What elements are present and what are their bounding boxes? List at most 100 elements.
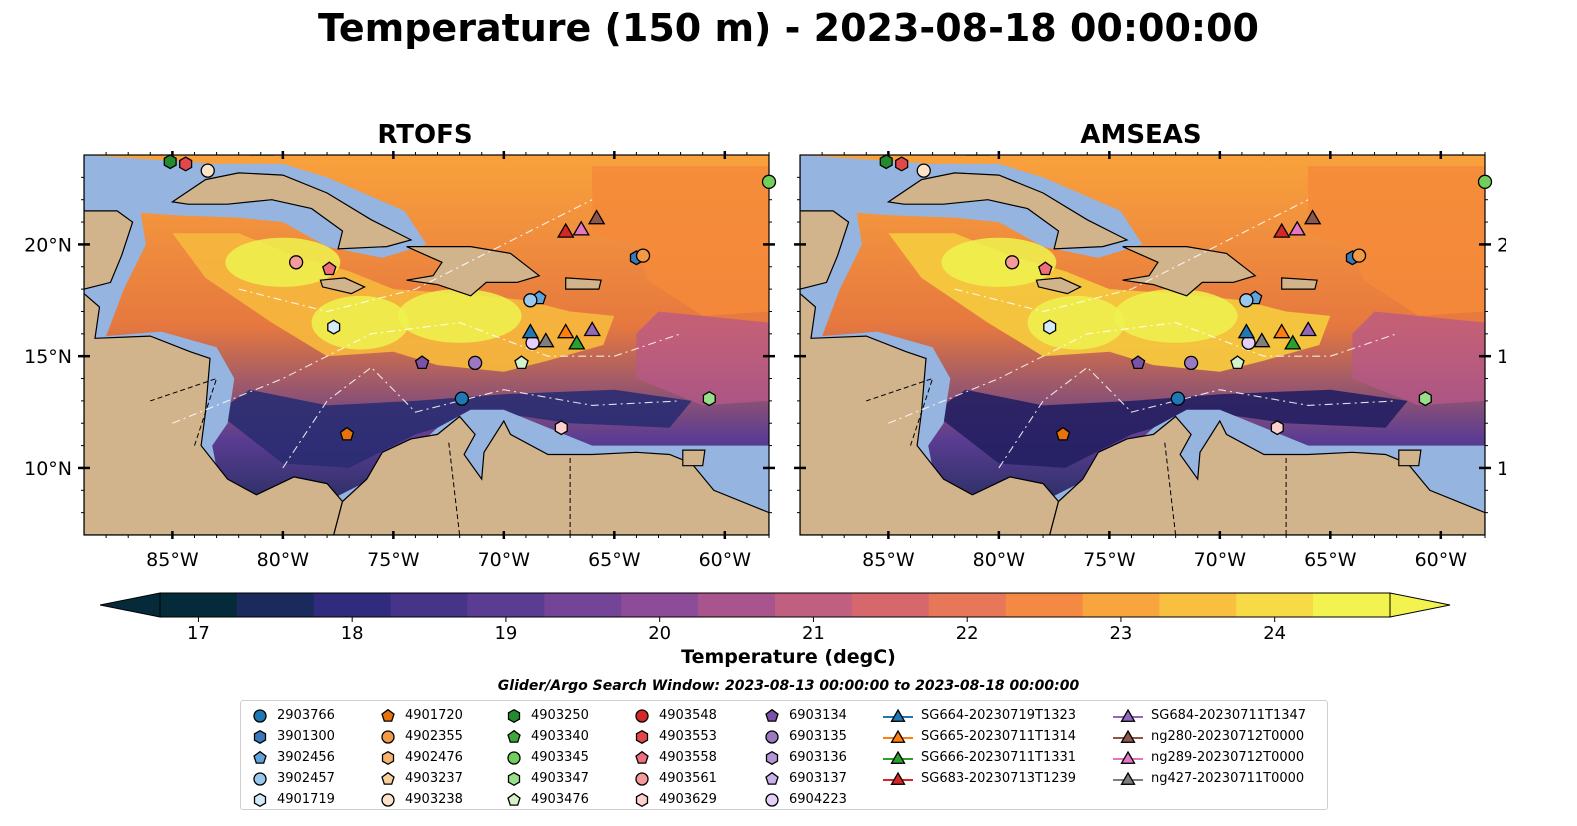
lat-tick-label: 20°N <box>24 234 72 256</box>
observation-marker-ng427-20230711T0000 <box>537 332 555 348</box>
legend-marker-icon <box>381 792 395 807</box>
observation-marker-ng280-20230712T0000 <box>1303 209 1322 225</box>
observation-marker-4903629 <box>1270 420 1284 436</box>
legend-marker-icon <box>507 792 521 806</box>
legend-marker-icon <box>890 771 906 785</box>
legend-item: SG684-20230711T1347 <box>1113 705 1306 726</box>
legend-label: 4903561 <box>659 771 717 786</box>
amseas-map: 85°W 80°W 75°W 70°W 65°W 60°W 20°N 15°N 10°N <box>794 151 1506 571</box>
observation-marker-ng280-20230712T0000 <box>587 209 606 225</box>
legend-item: 4903340 <box>505 726 589 747</box>
legend-marker-icon <box>765 750 779 765</box>
observation-marker-4903345 <box>1477 174 1493 189</box>
legend-item: 4903238 <box>379 789 463 810</box>
observation-marker-SG666-20230711T1331 <box>1284 334 1302 350</box>
colorbar-segment <box>467 593 545 617</box>
legend-column: 2903766 3901300 3902456 3902457 4901719 <box>251 705 335 810</box>
legend-label: 4903238 <box>405 792 463 807</box>
observation-marker-SG665-20230711T1314 <box>556 323 575 339</box>
legend-label: 3901300 <box>277 729 335 744</box>
observation-marker-4903476 <box>514 355 529 370</box>
observation-marker-4903250 <box>879 154 893 170</box>
map-field <box>800 155 1485 535</box>
legend-marker-icon <box>765 729 779 744</box>
observation-marker-4901720 <box>339 426 355 441</box>
legend-label: 4903629 <box>659 792 717 807</box>
legend-item: 4901720 <box>379 705 463 726</box>
observation-marker-4903629 <box>554 420 568 436</box>
observation-marker-4901719 <box>1043 319 1057 335</box>
legend-item: 4903629 <box>633 789 717 810</box>
observation-marker-3902457 <box>1239 293 1254 308</box>
legend-label: 4903553 <box>659 729 717 744</box>
legend-item: 4903561 <box>633 768 717 789</box>
colorbar-tick-label: 24 <box>1263 623 1286 644</box>
legend-column: 6903134 6903135 6903136 6903137 6904223 <box>763 705 847 810</box>
observation-marker-4901720 <box>1055 426 1071 441</box>
legend-label: 4902355 <box>405 729 463 744</box>
legend-label: ng289-20230712T0000 <box>1151 750 1305 765</box>
legend-item: 4903250 <box>505 705 589 726</box>
legend-label: SG684-20230711T1347 <box>1151 708 1307 723</box>
colorbar: 17 18 19 20 21 22 23 24 <box>100 592 1451 644</box>
colorbar-tick-label: 21 <box>802 623 825 644</box>
lon-tick-label: 60°W <box>1415 549 1468 571</box>
colorbar-label: Temperature (degC) <box>681 646 896 668</box>
legend-label: 3902457 <box>277 771 335 786</box>
legend-marker-icon <box>890 708 906 722</box>
legend-item: 4903347 <box>505 768 589 789</box>
lon-tick-label: 65°W <box>1304 549 1357 571</box>
legend-marker-icon <box>635 771 649 786</box>
legend-marker-icon <box>253 792 267 807</box>
observation-marker-4902355 <box>1351 248 1367 263</box>
legend-item: SG664-20230719T1323 <box>883 705 1076 726</box>
observation-marker-4903558 <box>322 261 337 276</box>
legend-item: ng280-20230712T0000 <box>1113 726 1306 747</box>
observation-marker-SG684-20230711T1347 <box>1299 321 1317 337</box>
legend-item: 3901300 <box>251 726 335 747</box>
legend-label: 6904223 <box>789 792 847 807</box>
legend-label: 2903766 <box>277 708 335 723</box>
colorbar-tick-label: 18 <box>341 623 364 644</box>
lon-tick-label: 85°W <box>862 549 915 571</box>
lon-tick-label: 70°W <box>1194 549 1247 571</box>
observation-marker-6903134 <box>1130 355 1146 370</box>
legend-marker-icon <box>507 729 521 743</box>
colorbar-segment <box>160 593 238 617</box>
legend-label: SG665-20230711T1314 <box>921 729 1077 744</box>
legend-marker-icon <box>381 771 395 785</box>
colorbar-tick-label: 19 <box>494 623 517 644</box>
legend-label: SG683-20230713T1239 <box>921 771 1077 786</box>
observation-marker-6903134 <box>414 355 430 370</box>
legend-marker-icon <box>507 750 521 765</box>
observation-marker-4903238 <box>200 163 215 178</box>
observation-marker-4903250 <box>163 154 177 170</box>
legend-marker-icon <box>635 750 649 764</box>
legend-marker-icon <box>1120 750 1136 764</box>
colorbar-segment <box>851 593 930 617</box>
observation-marker-4903347 <box>702 391 716 407</box>
legend-label: 4903340 <box>531 729 589 744</box>
legend-item: 6904223 <box>763 789 847 810</box>
lon-tick-label: 80°W <box>973 549 1026 571</box>
colorbar-segment <box>621 593 699 617</box>
observation-marker-4902355 <box>635 248 651 263</box>
legend-label: 4902476 <box>405 750 463 765</box>
legend-label: SG664-20230719T1323 <box>921 708 1077 723</box>
legend-label: 4901719 <box>277 792 335 807</box>
legend-label: 4903347 <box>531 771 589 786</box>
legend-label: 6903134 <box>789 708 847 723</box>
legend-label: 4903476 <box>531 792 589 807</box>
legend-marker-icon <box>253 771 267 786</box>
legend-label: 6903137 <box>789 771 847 786</box>
legend-item: 3902456 <box>251 747 335 768</box>
observation-marker-2903766 <box>1170 391 1186 406</box>
colorbar-tick-label: 23 <box>1109 623 1132 644</box>
observation-marker-3902457 <box>523 293 538 308</box>
legend-marker-icon <box>765 771 779 785</box>
observation-marker-ng289-20230712T0000 <box>572 220 590 236</box>
legend-item: 2903766 <box>251 705 335 726</box>
legend-item: 4903558 <box>633 747 717 768</box>
observation-marker-4903476 <box>1230 355 1245 370</box>
observation-marker-SG683-20230713T1239 <box>1272 222 1291 238</box>
